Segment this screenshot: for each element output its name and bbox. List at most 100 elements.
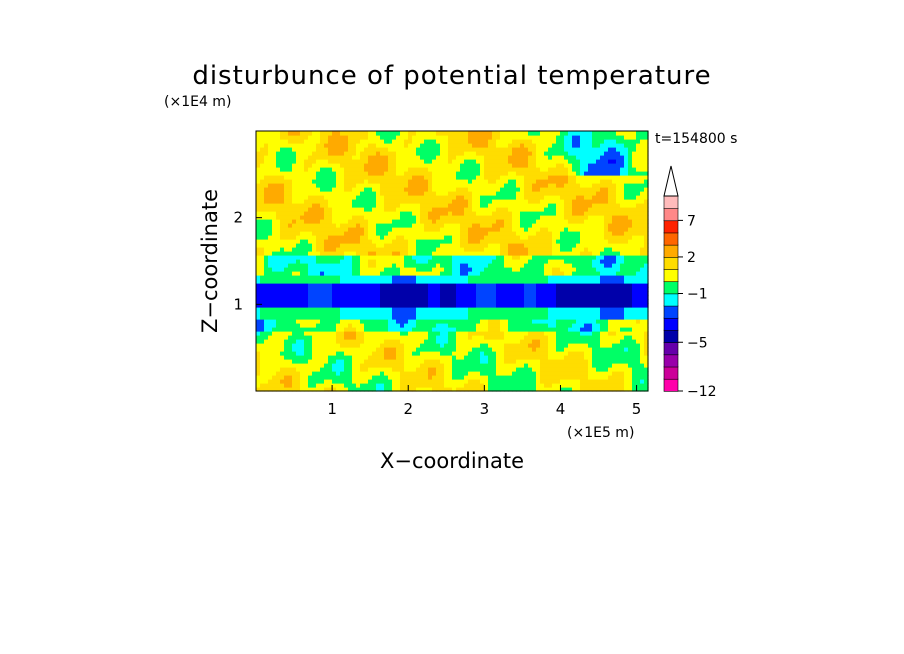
field-cell [448,339,453,344]
field-cell [420,183,425,188]
field-cell [464,215,469,220]
field-cell [440,239,445,244]
field-cell [384,351,389,356]
field-cell [308,135,313,140]
field-cell [540,231,545,236]
field-cell [400,203,405,208]
field-cell [324,271,329,276]
field-cell [332,171,337,176]
field-cell [272,211,277,216]
field-cell [460,223,465,228]
field-cell [320,335,325,340]
field-cell [468,263,473,268]
field-cell [380,331,385,336]
field-cell [484,247,489,252]
field-cell [480,383,485,388]
field-cell [436,287,441,292]
field-cell [396,367,401,372]
field-cell [500,147,505,152]
field-cell [364,363,369,368]
field-cell [512,187,517,192]
field-cell [536,171,541,176]
field-cell [324,327,329,332]
field-cell [300,335,305,340]
field-cell [328,159,333,164]
field-cell [516,323,521,328]
field-cell [516,307,521,312]
field-cell [304,259,309,264]
field-cell [476,287,481,292]
field-cell [536,355,541,360]
field-cell [456,251,461,256]
field-cell [288,223,293,228]
field-cell [408,159,413,164]
field-cell [372,247,377,252]
field-cell [492,151,497,156]
field-cell [484,159,489,164]
field-cell [288,351,293,356]
field-cell [484,327,489,332]
field-cell [496,347,501,352]
field-cell [460,139,465,144]
field-cell [336,363,341,368]
field-cell [284,311,289,316]
field-cell [504,339,509,344]
field-cell [472,371,477,376]
field-cell [428,335,433,340]
field-cell [524,295,529,300]
field-cell [516,339,521,344]
field-cell [312,219,317,224]
field-cell [480,335,485,340]
field-cell [408,235,413,240]
field-cell [280,335,285,340]
field-cell [296,143,301,148]
field-cell [388,291,393,296]
field-cell [256,191,261,196]
field-cell [468,187,473,192]
field-cell [376,323,381,328]
field-cell [540,291,545,296]
field-cell [432,359,437,364]
field-cell [512,267,517,272]
field-cell [416,211,421,216]
field-cell [388,235,393,240]
field-cell [460,291,465,296]
field-cell [260,283,265,288]
field-cell [256,343,261,348]
field-cell [352,295,357,300]
field-cell [380,287,385,292]
field-cell [500,343,505,348]
field-cell [492,243,497,248]
field-cell [304,287,309,292]
field-cell [360,303,365,308]
field-cell [372,147,377,152]
field-cell [288,267,293,272]
field-cell [456,339,461,344]
field-cell [548,351,553,356]
field-cell [340,323,345,328]
field-cell [392,207,397,212]
field-cell [316,339,321,344]
field-cell [472,199,477,204]
field-cell [476,263,481,268]
field-cell [268,207,273,212]
field-cell [276,339,281,344]
field-cell [528,323,533,328]
field-cell [532,183,537,188]
field-cell [384,175,389,180]
field-cell [412,159,417,164]
field-cell [468,299,473,304]
field-cell [268,383,273,388]
field-cell [472,147,477,152]
field-cell [380,147,385,152]
field-cell [460,251,465,256]
field-cell [416,267,421,272]
field-cell [476,375,481,380]
field-cell [260,219,265,224]
field-cell [256,195,261,200]
field-cell [256,331,261,336]
field-cell [360,291,365,296]
field-cell [428,363,433,368]
field-cell [556,255,561,260]
field-cell [316,135,321,140]
